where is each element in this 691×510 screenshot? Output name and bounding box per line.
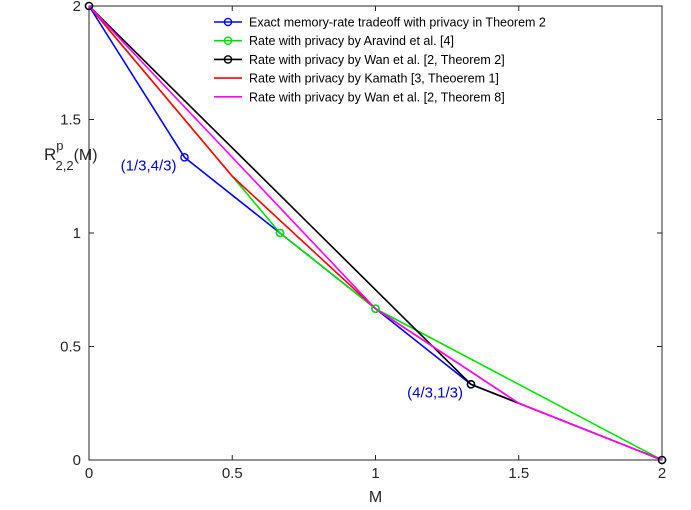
y-tick-label: 0.5 bbox=[60, 339, 81, 356]
series-lines bbox=[88, 5, 663, 461]
y-axis-label-suffix: (M) bbox=[74, 147, 98, 164]
y-tick-label: 2 bbox=[73, 0, 81, 15]
x-tick-label: 2 bbox=[658, 465, 666, 482]
y-axis-label-subscript: 2,2 bbox=[56, 158, 74, 173]
x-axis-label: M bbox=[369, 489, 382, 506]
y-tick-label: 1.5 bbox=[60, 112, 81, 129]
y-tick-label: 1 bbox=[73, 225, 81, 242]
legend-marker-2 bbox=[223, 36, 233, 46]
x-tick-label: 0 bbox=[85, 465, 93, 482]
annotation-label: (4/3,1/3) bbox=[407, 384, 463, 401]
y-tick-label: 0 bbox=[73, 452, 81, 469]
y-axis-label-superscript: p bbox=[56, 138, 63, 153]
y-axis-label-main: R bbox=[44, 145, 56, 164]
legend-label-1: Exact memory-rate tradeoff with privacy … bbox=[249, 16, 546, 30]
x-tick-label: 1 bbox=[371, 465, 379, 482]
x-tick-label: 1.5 bbox=[508, 465, 529, 482]
series-marker-3 bbox=[657, 455, 667, 465]
legend: Exact memory-rate tradeoff with privacy … bbox=[214, 16, 546, 104]
series-marker-1 bbox=[180, 153, 189, 162]
legend-marker-3 bbox=[223, 55, 233, 64]
legend-label-3: Rate with privacy by Wan et al. [2, Theo… bbox=[249, 53, 505, 67]
legend-label-2: Rate with privacy by Aravind et al. [4] bbox=[249, 34, 454, 48]
legend-marker-1 bbox=[223, 17, 233, 27]
x-tick-label: 0.5 bbox=[222, 465, 243, 482]
series-markers bbox=[84, 1, 667, 465]
ticks: 0 0.5 1 1.5 2 0 0.5 1 1.5 2 bbox=[60, 0, 666, 482]
annotations: (1/3,4/3) (4/3,1/3) bbox=[121, 157, 463, 401]
series-marker-3 bbox=[84, 1, 94, 11]
series-marker-3 bbox=[466, 380, 476, 389]
series-marker-2 bbox=[275, 228, 285, 238]
legend-label-4: Rate with privacy by Kamath [3, Theoerem… bbox=[249, 72, 499, 86]
annotation-label: (1/3,4/3) bbox=[121, 157, 177, 174]
legend-label-5: Rate with privacy by Wan et al. [2, Theo… bbox=[249, 90, 505, 104]
series-marker-2 bbox=[371, 304, 380, 313]
series-line-5 bbox=[88, 5, 663, 461]
y-axis-label: Rp 2,2(M) bbox=[44, 138, 98, 173]
